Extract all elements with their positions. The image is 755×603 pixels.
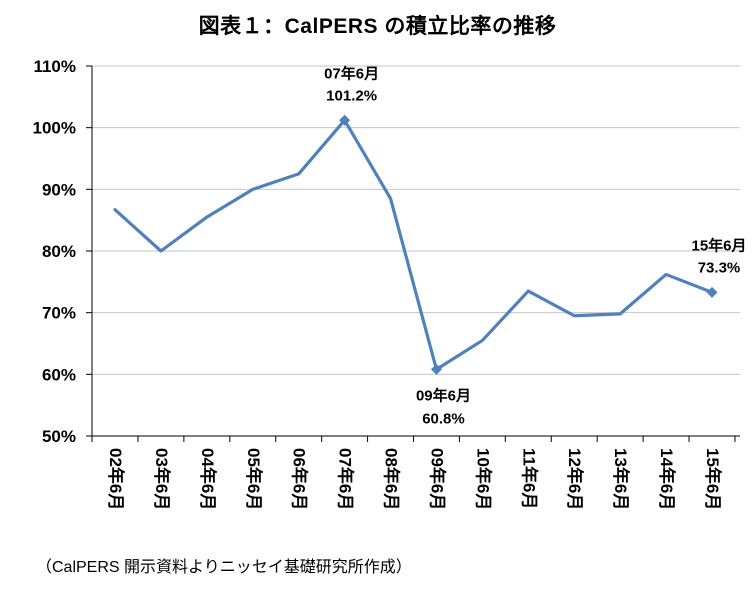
x-axis-label: 03年6月 [152,448,172,510]
y-axis-label: 80% [42,242,76,261]
annotation-date-label: 07年6月 [324,64,379,82]
chart-title: 図表１：CalPERS の積立比率の推移 [198,15,557,38]
y-axis-label: 50% [42,427,76,446]
x-axis-label: 05年6月 [244,448,264,510]
data-point-marker [339,114,351,126]
x-axis-label: 07年6月 [336,448,356,510]
x-axis-label: 02年6月 [106,448,126,510]
y-axis-label: 70% [42,304,76,323]
x-axis-label: 14年6月 [657,448,677,510]
annotation-value-label: 60.8% [422,410,465,427]
y-axis-label: 90% [42,180,76,199]
y-axis-label: 100% [33,119,76,138]
y-axis-label: 60% [42,365,76,384]
x-axis-label: 12年6月 [565,448,585,510]
data-point-marker [706,286,718,298]
annotation-date-label: 09年6月 [416,386,471,404]
funded-ratio-line-chart: 50% 60% 70% 80% 90% 100% 110% 02年6月 03年6月 04年6月 05… [33,57,747,510]
annotation-value-label: 73.3% [698,259,741,276]
annotation-date-label: 15年6月 [691,236,746,254]
x-axis-label: 15年6月 [703,448,723,510]
source-note: （CalPERS 開示資料よりニッセイ基礎研究所作成） [36,559,412,576]
series-line [113,118,714,371]
x-axis-label: 08年6月 [382,448,402,510]
x-axis-label: 04年6月 [198,448,218,510]
x-axis-label: 09年6月 [427,448,447,510]
annotation-value-label: 101.2% [326,87,377,104]
data-point-marker [430,363,442,375]
x-axis-label: 10年6月 [473,448,493,510]
x-axis-label: 13年6月 [611,448,631,510]
x-axis-label: 06年6月 [290,448,310,510]
y-axis-label: 110% [33,57,76,76]
x-axis-label: 11年6月 [519,448,539,509]
